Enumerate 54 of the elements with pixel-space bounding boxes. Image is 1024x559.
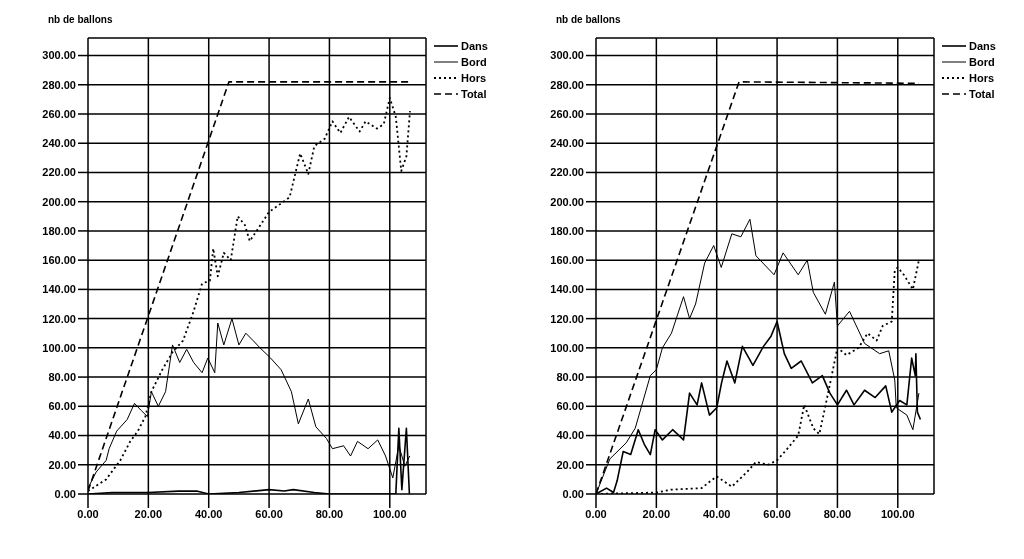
y-tick-label: 200.00 bbox=[550, 195, 584, 208]
x-tick-label: 0.00 bbox=[77, 507, 99, 520]
x-tick-label: 40.00 bbox=[194, 507, 223, 520]
legend-label: Total bbox=[461, 87, 487, 102]
y-tick-label: 300.00 bbox=[550, 49, 584, 62]
y-tick-label: 160.00 bbox=[42, 254, 76, 267]
legend-label: Total bbox=[969, 87, 995, 102]
x-tick-label: 100.00 bbox=[880, 507, 915, 520]
x-tick-label: 80.00 bbox=[315, 507, 344, 520]
y-tick-label: 240.00 bbox=[550, 137, 584, 150]
y-tick-label: 80.00 bbox=[556, 370, 584, 383]
x-tick-label: 20.00 bbox=[134, 507, 163, 520]
x-tick-label: 0.00 bbox=[585, 507, 607, 520]
x-tick-label: 60.00 bbox=[763, 507, 791, 520]
x-tick-label: 20.00 bbox=[642, 507, 671, 520]
y-tick-label: 240.00 bbox=[42, 137, 76, 150]
y-tick-label: 0.00 bbox=[54, 487, 76, 500]
y-tick-label: 140.00 bbox=[42, 283, 76, 296]
x-tick-label: 80.00 bbox=[823, 507, 852, 520]
x-tick-label: 40.00 bbox=[702, 507, 731, 520]
y-tick-label: 60.00 bbox=[556, 400, 584, 413]
y-tick-label: 280.00 bbox=[42, 78, 76, 91]
y-tick-label: 100.00 bbox=[550, 341, 584, 354]
legend-label: Hors bbox=[461, 71, 487, 86]
y-tick-label: 200.00 bbox=[42, 195, 76, 208]
y-tick-label: 100.00 bbox=[42, 341, 76, 354]
legend-label: Bord bbox=[461, 55, 487, 70]
y-tick-label: 180.00 bbox=[550, 224, 584, 237]
y-tick-label: 260.00 bbox=[550, 107, 584, 120]
y-tick-label: 280.00 bbox=[550, 78, 584, 91]
y-axis-title: nb de ballons bbox=[556, 14, 621, 25]
y-tick-label: 180.00 bbox=[42, 224, 76, 237]
y-tick-label: 80.00 bbox=[48, 370, 76, 383]
y-axis-title: nb de ballons bbox=[48, 14, 113, 25]
legend-label: Dans bbox=[969, 39, 996, 54]
legend-label: Hors bbox=[969, 71, 995, 86]
y-tick-label: 120.00 bbox=[550, 312, 584, 325]
y-tick-label: 0.00 bbox=[562, 487, 584, 500]
y-tick-label: 260.00 bbox=[42, 107, 76, 120]
y-tick-label: 160.00 bbox=[550, 254, 584, 267]
y-tick-label: 40.00 bbox=[556, 429, 584, 442]
y-tick-label: 140.00 bbox=[550, 283, 584, 296]
y-tick-label: 20.00 bbox=[556, 458, 584, 471]
legend-label: Dans bbox=[461, 39, 488, 54]
y-tick-label: 220.00 bbox=[550, 166, 584, 179]
y-tick-label: 60.00 bbox=[48, 400, 76, 413]
y-tick-label: 20.00 bbox=[48, 458, 76, 471]
x-tick-label: 100.00 bbox=[372, 507, 407, 520]
y-tick-label: 300.00 bbox=[42, 49, 76, 62]
x-tick-label: 60.00 bbox=[255, 507, 283, 520]
y-tick-label: 220.00 bbox=[42, 166, 76, 179]
legend-label: Bord bbox=[969, 55, 995, 70]
y-tick-label: 40.00 bbox=[48, 429, 76, 442]
y-tick-label: 120.00 bbox=[42, 312, 76, 325]
